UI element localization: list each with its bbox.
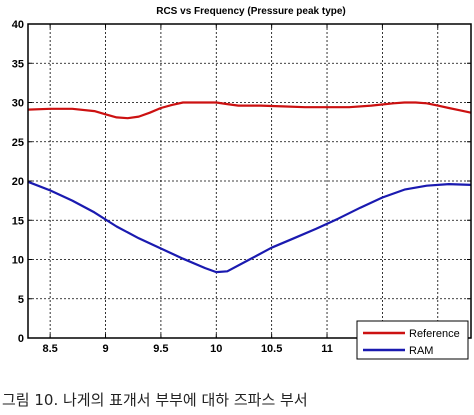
y-tick-label: 30 (12, 98, 24, 110)
x-tick-label: 11 (321, 343, 333, 355)
y-tick-label: 35 (12, 58, 24, 70)
legend-box (356, 320, 469, 360)
y-tick-label: 20 (12, 176, 24, 188)
x-tick-label: 9 (102, 343, 108, 355)
y-tick-label: 15 (12, 215, 24, 227)
x-tick-label: 8.5 (43, 343, 58, 355)
plot-area (27, 23, 472, 339)
ticks (28, 23, 471, 339)
legend-label-reference: Reference (409, 328, 460, 340)
x-tick-label: 10.5 (261, 343, 282, 355)
y-tick-label: 10 (12, 255, 24, 267)
y-tick-label: 5 (18, 294, 24, 306)
y-tick-labels: 0 5 10 15 20 25 30 35 40 (12, 19, 24, 345)
x-tick-label: 9.5 (153, 343, 168, 355)
legend-label-ram: RAM (409, 345, 433, 357)
y-tick-label: 0 (18, 333, 24, 345)
y-tick-label: 40 (12, 19, 24, 31)
series-layer (27, 101, 472, 274)
chart-title: RCS vs Frequency (Pressure peak type) (156, 6, 346, 17)
figure-caption: 그림 10. 나게의 표개서 부부에 대하 즈파스 부서 (2, 391, 308, 409)
x-tick-label: 10 (210, 343, 222, 355)
legend: Reference RAM (356, 320, 469, 360)
series-line-ram (27, 180, 472, 274)
y-tick-label: 25 (12, 137, 24, 149)
series-line-reference (27, 101, 472, 120)
